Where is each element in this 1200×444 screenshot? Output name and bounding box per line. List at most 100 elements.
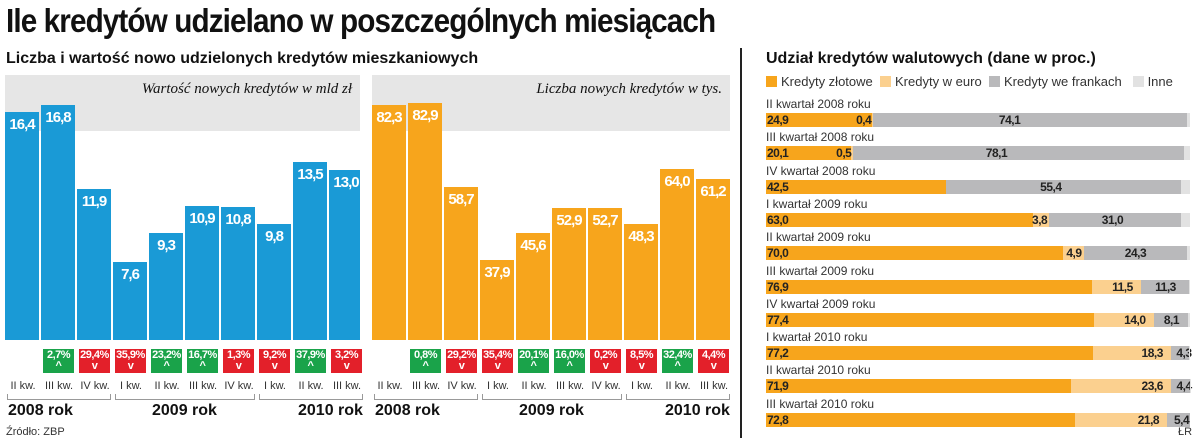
segment-label: 5,4 (1173, 412, 1190, 427)
tick-label: II kw. (298, 380, 324, 392)
data-label: 48,3 (628, 227, 654, 245)
segment-eur: 14,0 (1094, 312, 1154, 327)
change-value: 23,2% (152, 349, 181, 361)
tick-label: III kw. (188, 380, 218, 392)
segment-other (1188, 279, 1190, 294)
segment-chf: 8,1 (1153, 312, 1188, 327)
segment-chf: 74,1 (873, 113, 1188, 127)
arrow-down-icon: v (494, 360, 501, 372)
bar: 16,4 (5, 112, 39, 340)
change-value: 16,7% (188, 349, 217, 361)
credit: ŁR (1178, 426, 1193, 438)
segment-zl: 20,1 (766, 146, 852, 161)
segment-label: 71,9 (767, 379, 789, 394)
change-badge: 29,4% v (79, 349, 110, 373)
row-label: II kwartał 2009 roku (766, 230, 871, 245)
legend: Kredyty złotowe Kredyty w euro Kredyty w… (766, 74, 1173, 89)
year-label: 2008 rok (8, 402, 73, 419)
data-label: 45,6 (520, 237, 546, 255)
bar: 45,6 (516, 233, 550, 340)
change-value: 35,9% (116, 349, 145, 361)
tick-label: III kw. (555, 380, 585, 392)
bar: 82,9 (408, 102, 442, 340)
segment-zl: 71,9 (766, 379, 1071, 394)
segment-label: 0,4 (856, 113, 872, 127)
tick-label: IV kw. (80, 380, 110, 392)
change-badge: 35,4% v (482, 349, 513, 373)
year-label: 2010 rok (298, 402, 363, 419)
change-badge: 29,2% v (446, 349, 477, 373)
stacked-bar: 24,9 0,4 74,1 (766, 113, 1190, 127)
tick-label: III kw. (699, 380, 729, 392)
divider (740, 48, 742, 438)
stacked-bar: 70,0 4,9 24,3 (766, 246, 1190, 261)
value-chart-title: Wartość nowych kredytów w mld zł (141, 81, 352, 97)
data-label: 9,3 (157, 236, 176, 254)
change-badge: 3,2% v (331, 349, 362, 373)
segment-chf: 55,4 (946, 179, 1182, 194)
change-value: 1,3% (226, 349, 251, 361)
arrow-up-icon: ^ (55, 360, 62, 372)
segment-label: 24,3 (1124, 246, 1147, 261)
tick-label: II kw. (377, 380, 403, 392)
arrow-up-icon: ^ (530, 360, 537, 372)
segment-label: 23,6 (1141, 379, 1164, 394)
change-value: 2,7% (46, 349, 71, 361)
tick-label: III kw. (332, 380, 362, 392)
change-value: 32,4% (663, 349, 692, 361)
segment-label: 76,9 (767, 279, 789, 294)
stacked-bar: 42,5 55,4 (766, 179, 1190, 194)
arrow-up-icon: ^ (199, 360, 206, 372)
segment-label: 21,8 (1137, 412, 1160, 427)
segment-label: 3,8 (1032, 212, 1048, 227)
bar: 52,9 (552, 207, 586, 340)
data-label: 10,9 (189, 209, 215, 227)
change-value: 0,8% (413, 349, 438, 361)
count-chart: Liczba nowych kredytów w tys. 82,3 82,9 58… (372, 75, 730, 340)
segment-chf: 11,3 (1140, 279, 1189, 294)
bar: 64,0 (660, 168, 694, 340)
segment-label: 14,0 (1124, 312, 1146, 327)
segment-eur: 23,6 (1070, 379, 1171, 394)
bar: 58,7 (444, 187, 478, 340)
segment-chf: 31,0 (1049, 212, 1181, 227)
segment-chf: 4,4 (1170, 379, 1192, 394)
change-value: 8,5% (629, 349, 654, 361)
tick-label: III kw. (411, 380, 441, 392)
bar: 10,9 (185, 205, 219, 340)
stacked-bar: 71,9 23,6 4,4 (766, 379, 1192, 394)
row-label: I kwartał 2009 roku (766, 196, 868, 211)
change-value: 29,4% (80, 349, 109, 361)
legend-swatch (1132, 76, 1144, 87)
year-label: 2010 rok (665, 402, 730, 419)
segment-label: 70,0 (767, 246, 789, 261)
segment-label: 74,1 (998, 113, 1021, 127)
segment-label: 8,1 (1163, 312, 1180, 327)
segment-chf: 4,3 (1170, 346, 1192, 361)
stacked-bar: 72,8 21,8 5,4 (766, 412, 1190, 427)
data-label: 11,9 (81, 192, 107, 210)
segment-eur: 21,8 (1074, 412, 1168, 427)
data-label: 16,4 (9, 116, 35, 134)
data-label: 61,2 (700, 182, 726, 200)
data-label: 82,3 (376, 108, 402, 126)
arrow-down-icon: v (638, 360, 645, 372)
segment-label: 11,3 (1155, 279, 1176, 294)
segment-other (1186, 246, 1190, 261)
segment-eur: 18,3 (1093, 346, 1171, 361)
row-label: III kwartał 2009 roku (766, 263, 875, 278)
segment-label: 31,0 (1101, 212, 1124, 227)
segment-zl: 72,8 (766, 412, 1075, 427)
legend-item-other: Inne (1132, 74, 1173, 89)
year-bracket (626, 394, 730, 400)
bar: 16,8 (41, 105, 75, 340)
segment-label: 11,5 (1112, 279, 1133, 294)
segment-label: 18,3 (1141, 346, 1164, 361)
change-badge: 16,0% ^ (554, 349, 585, 373)
change-value: 20,1% (519, 349, 548, 361)
row-label: III kwartał 2008 roku (766, 130, 875, 145)
segment-other (1187, 113, 1190, 127)
change-value: 0,2% (593, 349, 618, 361)
bar: 61,2 (696, 178, 730, 340)
segment-label: 42,5 (767, 179, 789, 194)
